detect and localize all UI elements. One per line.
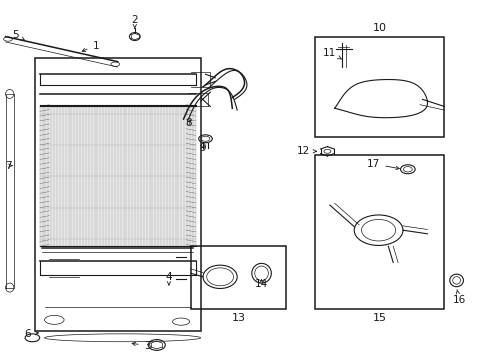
Text: 11: 11 [323,48,341,59]
Bar [35,58,200,330]
Text: 15: 15 [372,313,386,323]
Text: 12: 12 [297,146,316,156]
Bar [40,107,195,246]
Bar [190,246,285,309]
Text: 5: 5 [12,30,24,40]
Text: 17: 17 [366,159,399,170]
Text: 4: 4 [165,272,172,285]
Text: 10: 10 [372,23,386,33]
Bar [315,37,444,137]
Text: 9: 9 [199,143,206,153]
Text: 1: 1 [82,41,99,51]
Text: 13: 13 [231,313,245,323]
Text: 3: 3 [132,341,150,351]
Text: 2: 2 [131,15,138,28]
Text: 14: 14 [254,279,267,289]
Text: 16: 16 [451,290,465,305]
Text: 6: 6 [24,329,39,339]
Text: 8: 8 [185,118,191,128]
Text: 7: 7 [5,161,12,171]
Bar [315,155,444,309]
